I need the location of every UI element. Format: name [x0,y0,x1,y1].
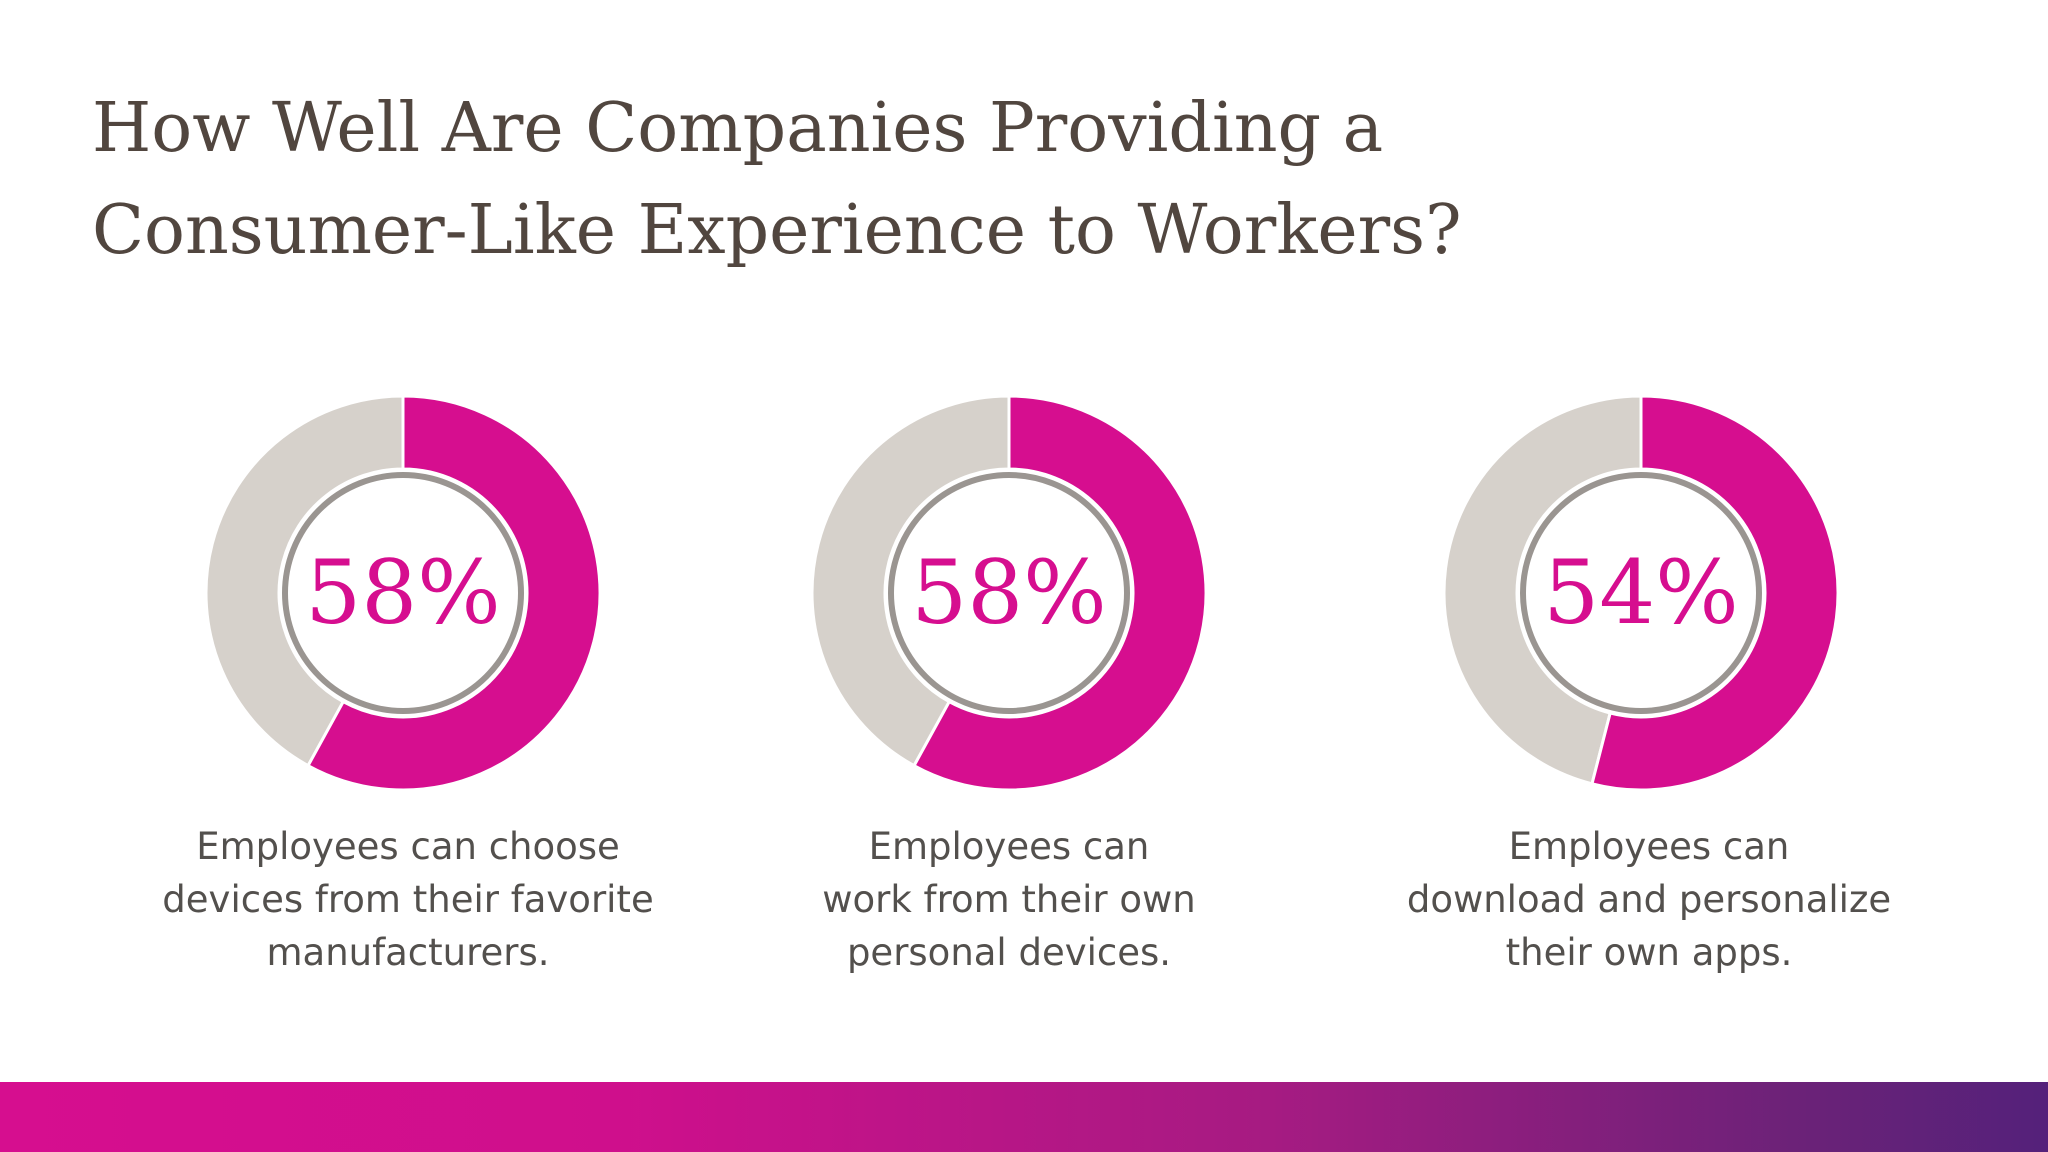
donut-chart-3-svg: 54% [1442,394,1840,792]
donut-3-inner-circle [1520,472,1762,714]
donut-3-remainder-slice [1442,394,1643,786]
donut-1-caption-line-1: Employees can choose [196,825,620,868]
donut-2-caption-line-2: work from their own [822,878,1196,921]
bottom-gradient-bar [0,1082,2048,1152]
donut-chart-1: 58% [198,388,608,798]
donut-2-value-slice [912,394,1208,792]
donut-3-value-slice [1590,394,1840,792]
donut-3-caption: Employees can download and personalize t… [1369,820,1929,979]
donut-3-caption-line-2: download and personalize [1406,878,1892,921]
donut-3-caption-line-3: their own apps. [1505,931,1793,974]
donut-1-percent-label: 58% [305,541,501,644]
donut-1-caption-line-3: manufacturers. [266,931,550,974]
donut-3-percent-label: 54% [1543,541,1739,644]
donut-1-value-slice [306,394,602,792]
donut-2-percent-label: 58% [911,541,1107,644]
page-title: How Well Are Companies Providing a Consu… [92,78,1792,282]
donut-chart-2-svg: 58% [810,394,1208,792]
donut-2-caption: Employees can work from their own person… [729,820,1289,979]
donut-chart-2: 58% [804,388,1214,798]
title-line-1: How Well Are Companies Providing a [92,89,1384,168]
donut-2-caption-line-3: personal devices. [846,931,1172,974]
donut-1-inner-circle [282,472,524,714]
donut-2-inner-circle [888,472,1130,714]
donut-1-caption-line-2: devices from their favorite [162,878,654,921]
donut-chart-1-svg: 58% [204,394,602,792]
donut-chart-3: 54% [1436,388,1846,798]
donut-2-remainder-slice [810,394,1011,768]
donut-1-caption: Employees can choose devices from their … [128,820,688,979]
title-line-2: Consumer-Like Experience to Workers? [92,191,1462,270]
donut-2-caption-line-1: Employees can [868,825,1150,868]
donut-1-remainder-slice [204,394,405,768]
donut-3-caption-line-1: Employees can [1508,825,1790,868]
